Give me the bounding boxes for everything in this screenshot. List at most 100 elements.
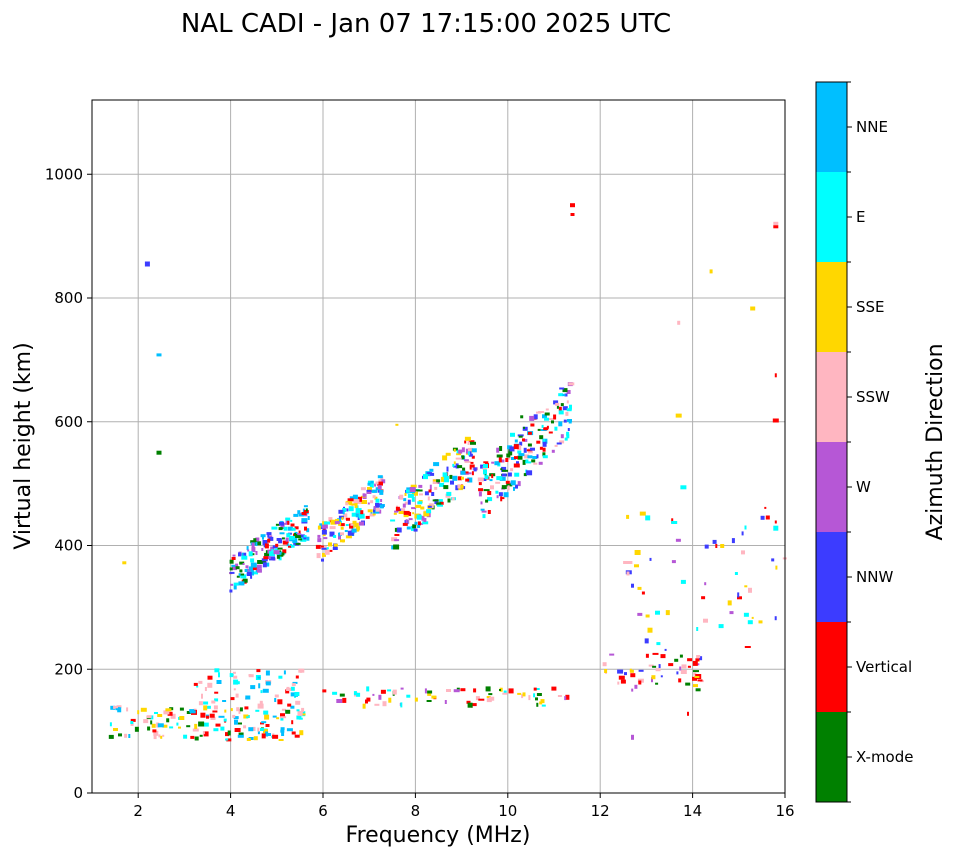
y-axis: 0 200 400 600 800 1000 xyxy=(45,165,92,802)
data-point xyxy=(109,722,112,727)
data-point xyxy=(720,544,725,548)
data-point xyxy=(469,440,475,443)
data-point xyxy=(323,537,328,540)
data-point xyxy=(535,697,538,701)
data-point xyxy=(412,512,415,515)
data-point xyxy=(252,567,257,571)
data-point xyxy=(272,734,279,739)
data-point xyxy=(349,501,353,506)
y-axis-label: Virtual height (km) xyxy=(11,342,36,549)
data-point xyxy=(265,681,271,686)
data-point xyxy=(514,472,520,477)
data-point xyxy=(282,522,287,525)
data-point xyxy=(482,514,486,519)
colorbar-segment xyxy=(816,532,847,622)
data-point xyxy=(113,705,119,709)
data-point xyxy=(540,699,545,704)
data-point xyxy=(285,709,291,714)
data-point xyxy=(244,569,248,572)
data-point xyxy=(409,487,416,492)
data-point xyxy=(419,493,423,496)
data-point xyxy=(399,494,404,500)
data-point xyxy=(565,694,570,700)
data-point xyxy=(652,652,659,655)
data-point xyxy=(518,453,525,457)
data-point xyxy=(558,393,564,397)
data-point xyxy=(345,524,349,526)
data-point xyxy=(246,716,249,719)
data-point xyxy=(369,513,375,517)
data-point xyxy=(365,515,370,519)
data-point xyxy=(233,582,239,586)
data-point xyxy=(764,506,767,509)
data-point xyxy=(242,563,245,565)
data-point xyxy=(443,476,449,480)
data-point xyxy=(210,716,216,720)
data-point xyxy=(432,479,438,482)
data-point xyxy=(499,689,501,691)
data-point xyxy=(453,448,456,452)
data-point xyxy=(466,472,472,475)
data-point xyxy=(122,561,127,565)
data-point xyxy=(677,320,681,325)
data-point xyxy=(305,508,308,512)
data-point xyxy=(773,225,779,229)
data-point xyxy=(406,694,411,698)
data-point xyxy=(388,697,392,703)
data-point xyxy=(536,440,541,444)
data-point xyxy=(471,471,474,476)
data-point xyxy=(229,571,235,574)
data-point xyxy=(236,575,240,578)
data-point xyxy=(460,484,464,489)
data-point xyxy=(411,507,417,510)
data-point xyxy=(245,695,251,700)
data-point xyxy=(392,689,397,695)
data-point xyxy=(143,719,149,724)
data-point xyxy=(246,572,252,576)
data-point xyxy=(346,508,349,512)
data-point xyxy=(263,710,269,715)
data-point xyxy=(449,474,453,479)
data-point xyxy=(262,540,268,545)
data-point xyxy=(353,691,357,696)
data-point xyxy=(694,676,700,678)
data-point xyxy=(370,480,374,484)
data-point xyxy=(321,529,327,535)
data-point xyxy=(278,675,283,679)
data-point xyxy=(235,566,240,570)
data-point xyxy=(342,539,345,543)
data-point xyxy=(198,721,205,727)
data-point xyxy=(419,522,424,525)
data-point xyxy=(559,440,565,444)
data-point xyxy=(438,499,443,505)
data-point xyxy=(546,425,549,429)
data-point xyxy=(333,535,337,538)
data-point xyxy=(750,306,756,311)
x-tick-label: 8 xyxy=(411,802,421,820)
data-point xyxy=(517,692,522,695)
data-point xyxy=(150,720,153,725)
data-point xyxy=(279,532,285,535)
data-point xyxy=(518,435,523,438)
data-point xyxy=(231,557,236,560)
data-point xyxy=(206,715,209,719)
data-point xyxy=(446,689,451,692)
data-point xyxy=(439,482,445,487)
data-point xyxy=(457,465,463,469)
data-point xyxy=(290,705,295,709)
data-point xyxy=(502,692,508,695)
data-point xyxy=(680,485,687,490)
data-point xyxy=(390,519,396,522)
colorbar-tick-label: W xyxy=(856,478,871,496)
data-point xyxy=(566,434,570,439)
data-point xyxy=(618,675,625,680)
data-point xyxy=(526,449,532,452)
data-point xyxy=(687,665,691,668)
data-point xyxy=(541,704,546,707)
data-point xyxy=(533,693,536,698)
data-point xyxy=(639,511,646,516)
data-point xyxy=(563,419,567,423)
data-point xyxy=(744,646,751,648)
data-point xyxy=(465,448,468,454)
data-point xyxy=(256,568,259,573)
